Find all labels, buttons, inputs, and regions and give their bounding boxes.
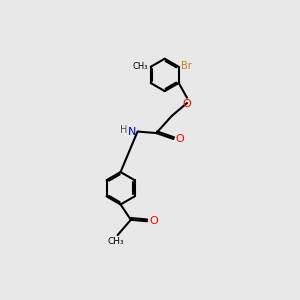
Text: N: N — [128, 127, 136, 136]
Text: O: O — [176, 134, 184, 144]
Text: O: O — [183, 99, 191, 109]
Text: O: O — [149, 216, 158, 226]
Text: Br: Br — [181, 61, 192, 71]
Text: CH₃: CH₃ — [107, 237, 124, 246]
Text: H: H — [119, 125, 127, 135]
Text: CH₃: CH₃ — [133, 62, 148, 71]
